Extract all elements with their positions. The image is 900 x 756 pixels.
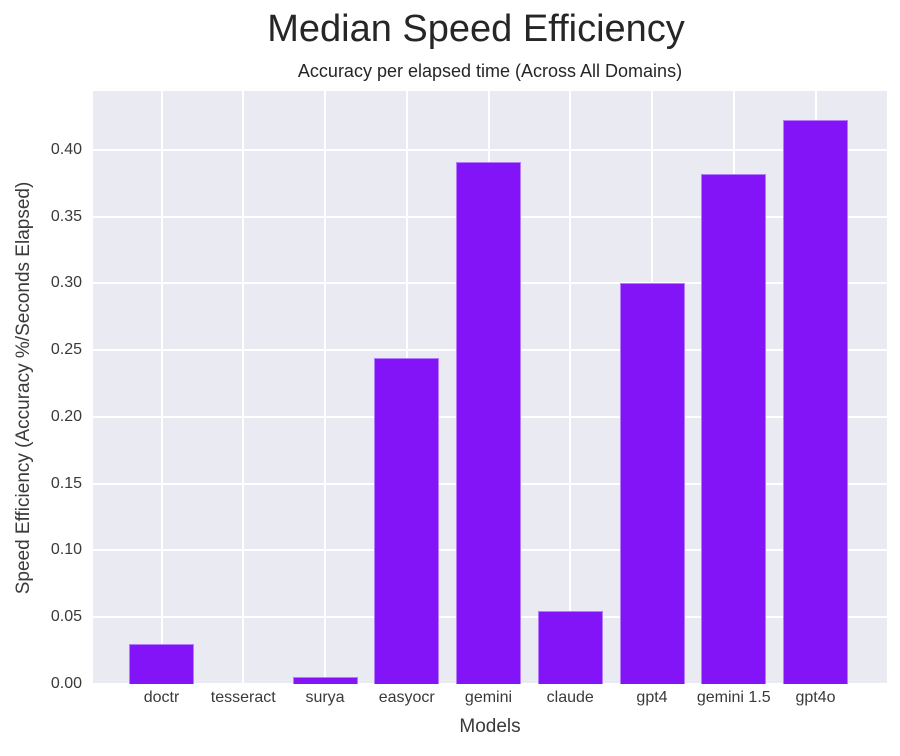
x-tick-label: claude bbox=[546, 689, 594, 706]
y-tick-label: 0.40 bbox=[50, 140, 82, 158]
y-tick-label: 0.30 bbox=[50, 274, 82, 292]
x-gridline bbox=[324, 91, 326, 684]
bar-easyocr bbox=[374, 358, 440, 684]
y-tick-label: 0.05 bbox=[50, 608, 82, 626]
bar-gemini bbox=[456, 161, 521, 684]
bar-gemini-15 bbox=[701, 173, 767, 684]
bar-gpt4 bbox=[619, 283, 685, 684]
x-tick-label: easyocr bbox=[378, 689, 435, 706]
chart-subtitle: Accuracy per elapsed time (Across All Do… bbox=[297, 61, 683, 81]
x-tick-label: tesseract bbox=[210, 689, 276, 706]
x-tick-label: doctr bbox=[143, 689, 180, 706]
x-gridline bbox=[242, 91, 245, 684]
y-tick-label: 0.35 bbox=[50, 207, 82, 225]
x-tick-label: gemini bbox=[464, 689, 513, 706]
bar-gpt4o bbox=[783, 120, 848, 684]
y-tick-label: 0.15 bbox=[50, 474, 82, 492]
y-gridline bbox=[93, 148, 887, 151]
x-tick-label: gemini 1.5 bbox=[696, 689, 771, 706]
bar-claude bbox=[537, 610, 603, 684]
bar-doctr bbox=[129, 643, 194, 684]
x-tick-label: gpt4o bbox=[795, 689, 836, 706]
y-tick-label: 0.20 bbox=[50, 407, 82, 425]
x-gridline bbox=[160, 91, 163, 684]
plot-area bbox=[93, 91, 887, 684]
bar-surya bbox=[292, 677, 358, 684]
x-gridline bbox=[569, 91, 572, 684]
y-tick-label: 0.10 bbox=[50, 541, 82, 559]
y-tick-label: 0.00 bbox=[50, 675, 82, 692]
x-tick-label: gpt4 bbox=[636, 689, 668, 706]
y-axis-label: Speed Efficiency (Accuracy %/Seconds Ela… bbox=[13, 181, 34, 595]
x-tick-label: surya bbox=[305, 689, 345, 706]
y-tick-label: 0.25 bbox=[50, 341, 82, 359]
x-axis-label: Models bbox=[459, 716, 521, 737]
chart-title: Median Speed Efficiency bbox=[267, 8, 685, 50]
